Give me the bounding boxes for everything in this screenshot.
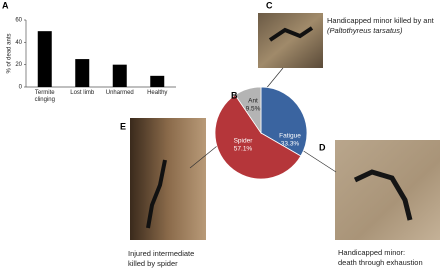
x-tick-label: Lost limb [70,90,95,96]
y-tick-label: 20 [15,62,22,68]
x-tick-label: Termite clinging [34,90,55,103]
bar [150,75,165,87]
caption: Injured intermediate [128,249,194,258]
pie-slice [234,86,262,135]
caption: (Paltothyreus tarsatus) [327,26,403,35]
photo-c [258,13,323,68]
photo-d [335,140,440,240]
slice-name: Ant [248,98,258,105]
ant-silhouette [268,26,314,42]
panel-label: A [2,0,9,10]
bar [112,64,127,87]
x-tick-label: Healthy [147,90,168,96]
panel-label: B [231,90,238,100]
connector [301,149,337,173]
caption: Handicapped minor: [338,248,405,257]
y-axis-label: % of dead ants [7,33,13,73]
panel-label: D [319,142,326,152]
slice-value: 9.5% [246,106,261,113]
photo-e [130,118,206,240]
caption: death through exhaustion [338,258,423,267]
ant-silhouette [353,169,413,221]
bar [37,31,52,88]
slice-value: 33.3% [281,141,300,148]
panel-label: C [266,0,273,10]
y-tick-label: 0 [19,85,23,91]
pie-slice [260,86,308,157]
ant-silhouette [146,159,167,229]
slice-name: Fatigue [279,133,301,140]
caption: Handicapped minor killed by ant [327,16,435,25]
pie-slice [214,94,302,180]
y-tick-label: 40 [15,40,22,46]
caption: killed by spider [128,259,178,268]
y-tick-label: 60 [15,18,22,24]
bar [75,59,90,87]
x-tick-label: Unharmed [105,90,134,96]
slice-name: Spider [234,138,254,145]
panel-label: E [120,121,126,131]
slice-value: 57.1% [234,146,253,153]
